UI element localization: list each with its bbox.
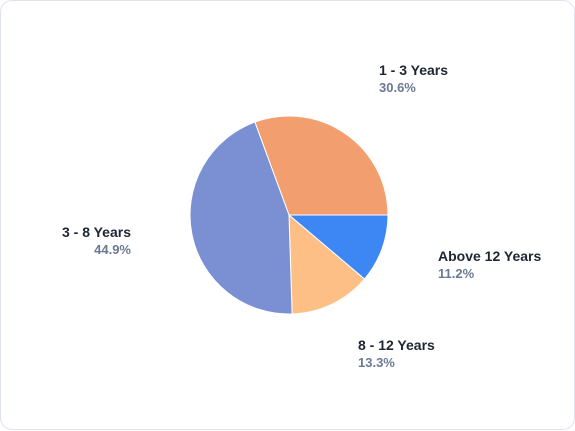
slice-category-label: 3 - 8 Years — [61, 224, 131, 240]
pie-slice-above-12-years — [287, 214, 389, 280]
slice-percent-label: 11.2% — [438, 266, 475, 281]
slice-label-1-3-years: 1 - 3 Years 30.6% — [379, 61, 448, 97]
pie-slice-1-3-years — [254, 115, 389, 216]
pie-slice-3-8-years — [189, 121, 293, 315]
slice-percent-label: 13.3% — [358, 355, 395, 370]
slice-percent-label: 30.6% — [379, 80, 416, 95]
pie-slices — [189, 115, 389, 315]
slice-category-label: Above 12 Years — [438, 248, 542, 264]
slice-label-8-12-years: 8 - 12 Years 13.3% — [358, 336, 435, 372]
slice-label-3-8-years: 3 - 8 Years 44.9% — [41, 223, 131, 259]
slice-category-label: 8 - 12 Years — [358, 337, 435, 353]
pie-slice-8-12-years — [288, 213, 366, 315]
slice-label-above-12-years: Above 12 Years 11.2% — [438, 247, 541, 283]
slice-category-label: 1 - 3 Years — [379, 62, 449, 78]
slice-percent-label: 44.9% — [94, 242, 131, 257]
